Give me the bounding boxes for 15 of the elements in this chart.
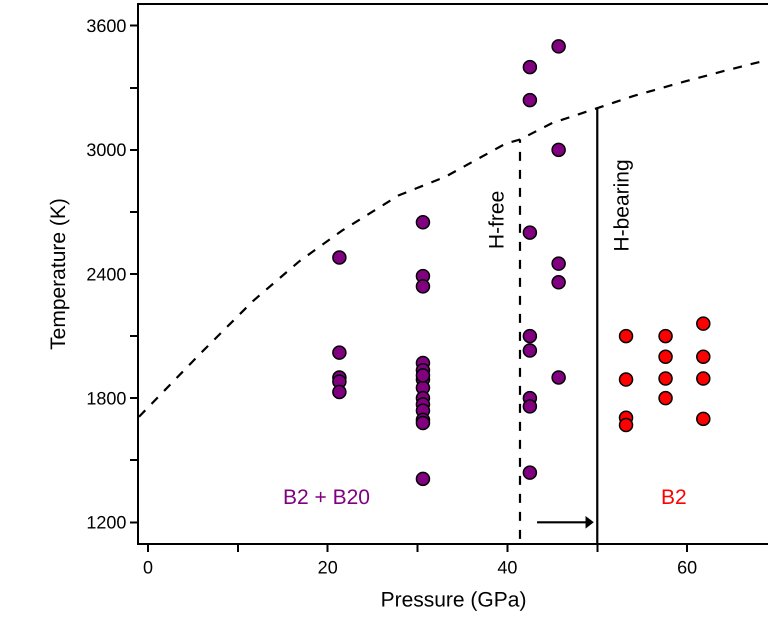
x-tick-label: 60 (677, 558, 698, 578)
y-tick-label: 2400 (86, 264, 126, 284)
x-axis-title: Pressure (GPa) (380, 588, 526, 612)
annotation: H-bearing (610, 159, 634, 252)
y-tick-label: 3000 (86, 140, 126, 160)
annotation: H-free (486, 190, 509, 250)
y-tick-label: 1200 (86, 512, 126, 533)
annotation: B2 + B20 (283, 486, 370, 509)
x-tick-label: 40 (497, 558, 518, 578)
y-axis-title: Temperature (K) (47, 198, 70, 350)
x-tick-label: 0 (142, 558, 153, 578)
x-tick-label: 20 (318, 558, 338, 578)
annotation: B2 (661, 486, 687, 509)
y-tick-label: 3600 (86, 16, 126, 36)
y-tick-label: 1800 (86, 388, 126, 408)
